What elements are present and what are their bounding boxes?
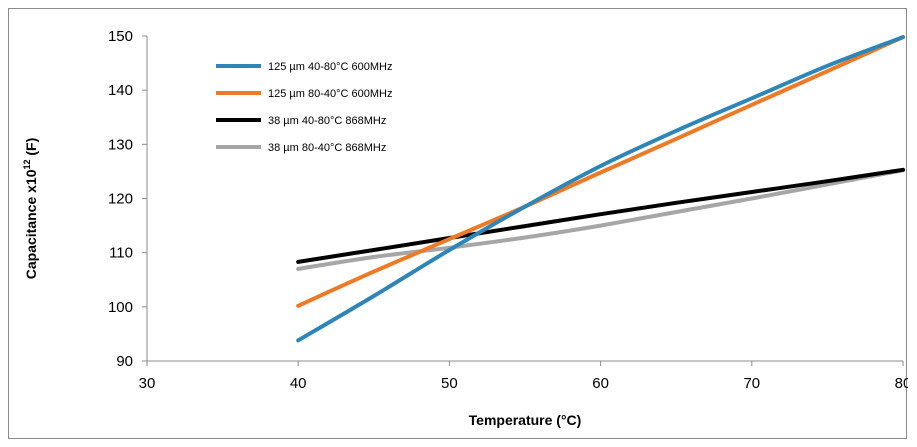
y-ticks: 90 100 110 120 130 140 150 xyxy=(108,28,147,370)
x-axis-title: Temperature (°C) xyxy=(469,412,582,428)
y-tick-label: 110 xyxy=(109,245,133,262)
x-tick-label: 60 xyxy=(592,375,609,392)
series-line-3 xyxy=(296,168,905,271)
legend-label-2: 38 µm 40-80°C 868MHz xyxy=(268,115,386,127)
y-tick-label: 130 xyxy=(108,136,133,153)
y-axis-title-unit: (F) xyxy=(23,138,39,160)
series-line-2 xyxy=(296,167,905,264)
y-axis-title: Capacitance x1012 (F) xyxy=(22,138,39,280)
series-line-1 xyxy=(296,35,905,308)
y-tick-label: 150 xyxy=(108,28,133,45)
x-tick-label: 30 xyxy=(139,375,156,392)
x-tick-label: 40 xyxy=(290,375,307,392)
x-tick-label: 70 xyxy=(743,375,760,392)
y-tick-label: 120 xyxy=(108,191,133,208)
y-tick-label: 90 xyxy=(116,353,133,370)
legend-label-0: 125 µm 40-80°C 600MHz xyxy=(268,61,392,73)
x-ticks: 30 40 50 60 70 80 xyxy=(139,361,908,392)
legend-label-1: 125 µm 80-40°C 600MHz xyxy=(268,88,392,100)
y-axis-title-main: Capacitance x10 xyxy=(23,169,39,279)
x-tick-label: 80 xyxy=(895,375,908,392)
axes xyxy=(146,36,903,362)
series-line-0 xyxy=(296,35,905,343)
y-axis-title-sup: 12 xyxy=(22,160,32,170)
y-tick-label: 100 xyxy=(108,299,133,316)
chart-frame: 90 100 110 120 130 140 150 30 40 50 60 70 80 125 µm… xyxy=(8,8,908,439)
legend-label-3: 38 µm 80-40°C 868MHz xyxy=(268,142,386,154)
legend: 125 µm 40-80°C 600MHz 125 µm 80-40°C 600M… xyxy=(216,61,392,154)
y-tick-label: 140 xyxy=(108,82,133,99)
chart-svg: 90 100 110 120 130 140 150 30 40 50 60 70 80 125 µm… xyxy=(22,28,908,428)
series-lines xyxy=(296,35,905,343)
x-tick-label: 50 xyxy=(441,375,458,392)
